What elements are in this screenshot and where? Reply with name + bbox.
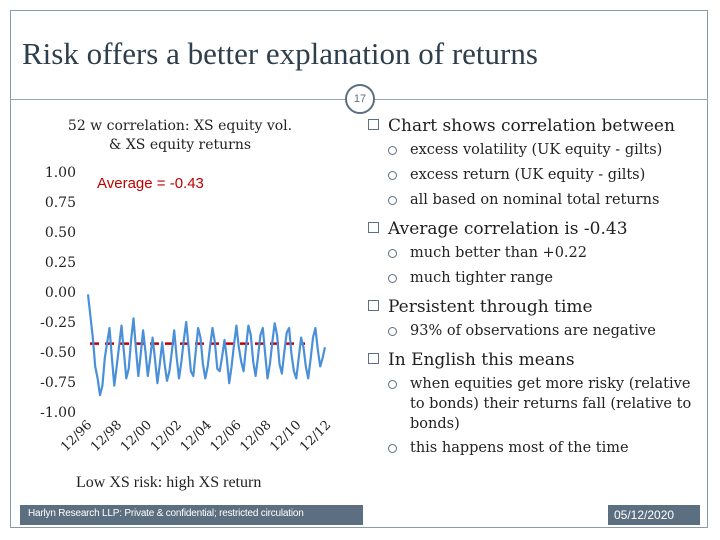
bullet-1-1: excess volatility (UK equity - gilts) <box>368 140 708 161</box>
bullet-1-1-text: excess volatility (UK equity - gilts) <box>410 142 663 158</box>
bullet-2-2-text: much tighter range <box>410 270 553 286</box>
x-tick-label: 12/08 <box>237 418 274 455</box>
circle-bullet-icon <box>388 196 397 205</box>
y-tick-label: -0.25 <box>40 315 76 331</box>
bullet-3-1-text: 93% of observations are negative <box>410 323 656 339</box>
circle-bullet-icon <box>388 171 397 180</box>
x-tick-label: 12/98 <box>88 418 125 455</box>
bullet-3-text: Persistent through time <box>388 297 593 317</box>
bullet-3: Persistent through time <box>368 297 708 317</box>
y-tick-label: 0.50 <box>45 225 76 241</box>
y-tick-label: 0.75 <box>45 195 76 211</box>
bullet-2: Average correlation is -0.43 <box>368 219 708 239</box>
bullet-2-2: much tighter range <box>368 268 708 289</box>
average-annotation: Average = -0.43 <box>97 175 204 192</box>
y-tick-label: 0.25 <box>45 255 76 271</box>
bullet-1-2-text: excess return (UK equity - gilts) <box>410 167 646 183</box>
x-tick-label: 12/04 <box>178 418 215 455</box>
bullet-list: Chart shows correlation between excess v… <box>368 116 708 463</box>
bullet-2-text: Average correlation is -0.43 <box>388 219 628 239</box>
slide-number: 17 <box>345 84 375 114</box>
square-bullet-icon <box>368 222 379 233</box>
x-tick-label: 12/96 <box>58 418 95 455</box>
series-line <box>86 294 327 397</box>
slide-frame <box>10 10 708 528</box>
footer-bar: Harlyn Research LLP: Private & confident… <box>20 505 363 525</box>
bullet-1-2: excess return (UK equity - gilts) <box>368 165 708 186</box>
footer-date: 05/12/2020 <box>614 508 675 522</box>
x-tick-label: 12/10 <box>267 418 304 455</box>
bullet-4-2: this happens most of the time <box>368 438 708 459</box>
square-bullet-icon <box>368 353 379 364</box>
chart-caption: Low XS risk: high XS return <box>76 474 262 491</box>
square-bullet-icon <box>368 300 379 311</box>
bullet-4-1: when equities get more risky (relative t… <box>368 374 708 434</box>
y-tick-label: -0.75 <box>40 375 76 391</box>
y-tick-label: -1.00 <box>40 405 76 421</box>
y-tick-label: 1.00 <box>45 165 76 181</box>
x-tick-label: 12/06 <box>208 418 245 455</box>
square-bullet-icon <box>368 119 379 130</box>
bullet-1-3: all based on nominal total returns <box>368 190 708 211</box>
chart-title: 52 w correlation: XS equity vol. & XS eq… <box>67 118 293 153</box>
title-rule-left <box>10 99 350 100</box>
footer-text: Harlyn Research LLP: Private & confident… <box>28 508 304 519</box>
circle-bullet-icon <box>388 444 397 453</box>
bullet-2-1-text: much better than +0.22 <box>410 245 587 261</box>
circle-bullet-icon <box>388 380 397 389</box>
x-axis: 12/9612/9812/0012/0212/0412/0612/0812/10… <box>58 418 334 455</box>
bullet-3-1: 93% of observations are negative <box>368 321 708 342</box>
bullet-4-text: In English this means <box>388 350 575 370</box>
slide-title: Risk offers a better explanation of retu… <box>22 36 538 71</box>
bullet-4: In English this means <box>368 350 708 370</box>
date-bar: 05/12/2020 <box>608 505 700 525</box>
bullet-1: Chart shows correlation between <box>368 116 708 136</box>
circle-bullet-icon <box>388 146 397 155</box>
x-tick-label: 12/02 <box>148 418 185 455</box>
y-axis: 1.00 0.75 0.50 0.25 0.00 -0.25 -0.50 -0.75 -1.00 <box>40 165 76 421</box>
title-rule-right <box>372 99 708 100</box>
bullet-4-2-text: this happens most of the time <box>410 440 629 456</box>
circle-bullet-icon <box>388 274 397 283</box>
x-tick-label: 12/12 <box>297 418 334 455</box>
bullet-1-3-text: all based on nominal total returns <box>410 192 660 208</box>
circle-bullet-icon <box>388 327 397 336</box>
circle-bullet-icon <box>388 249 397 258</box>
y-tick-label: -0.50 <box>40 345 76 361</box>
bullet-1-text: Chart shows correlation between <box>388 116 675 136</box>
bullet-2-1: much better than +0.22 <box>368 243 708 264</box>
x-tick-label: 12/00 <box>118 418 155 455</box>
y-tick-label: 0.00 <box>45 285 76 301</box>
bullet-4-1-text: when equities get more risky (relative t… <box>410 376 692 432</box>
